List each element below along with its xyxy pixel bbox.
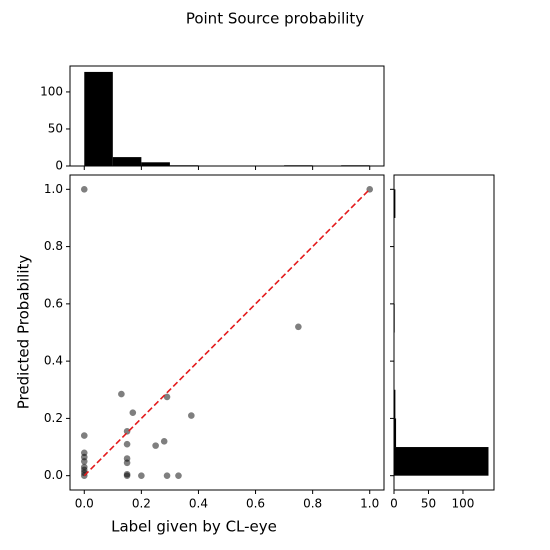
scatter-point [123,440,131,448]
axes-frame [393,174,495,491]
histogram-bar [394,389,396,419]
y-tick-label: 0.6 [44,296,63,310]
y-tick-label: 0.0 [44,468,63,482]
scatter-point [129,409,137,416]
y-tick-label: 50 [48,121,63,135]
y-tick-label: 0.2 [44,411,63,425]
y-tick-label: 1.0 [44,182,63,196]
scatter-point [163,393,171,401]
x-tick-label: 0.4 [189,497,208,511]
y-tick-label: 0.4 [44,354,63,368]
histogram-bar [394,447,489,476]
x-tick-label: 0.0 [75,497,94,511]
scatter-point [123,472,131,479]
scatter-point [175,472,182,479]
x-tick-label: 0 [390,497,398,511]
x-tick-label: 1.0 [360,497,379,511]
y-tick-label: 100 [40,84,63,98]
x-tick-label: 0.6 [246,497,265,511]
histogram-bar [141,162,170,166]
scatter-point [188,412,195,419]
y-tick-label: 0.8 [44,239,63,253]
histogram-bar [84,71,113,166]
y-tick-label: 0 [55,159,63,173]
axes-frame [69,65,385,167]
histogram-bar [112,157,142,166]
scatter-point [295,323,302,331]
scatter-point [138,472,145,479]
scatter-point [80,186,88,193]
x-tick-label: 0.8 [303,497,322,511]
scatter-point [80,432,88,439]
scatter-point [366,186,374,193]
scatter-point [123,459,131,467]
scatter-point [152,442,159,449]
scatter-point [160,438,168,445]
x-tick-label: 0.2 [132,497,151,511]
x-tick-label: 100 [452,497,475,511]
x-tick-label: 50 [421,497,436,511]
chart-title: Point Source probability [186,10,364,28]
scatter-point [80,458,88,465]
y-axis-label: Predicted Probability [15,255,33,410]
histogram-bar [394,418,397,448]
scatter-point [163,472,171,479]
scatter-point [118,390,125,398]
reference-line [83,188,371,477]
scatter-point [123,427,131,435]
axes-frame [69,174,385,491]
x-axis-label: Label given by CL-eye [111,518,277,536]
histogram-bar [394,189,396,218]
